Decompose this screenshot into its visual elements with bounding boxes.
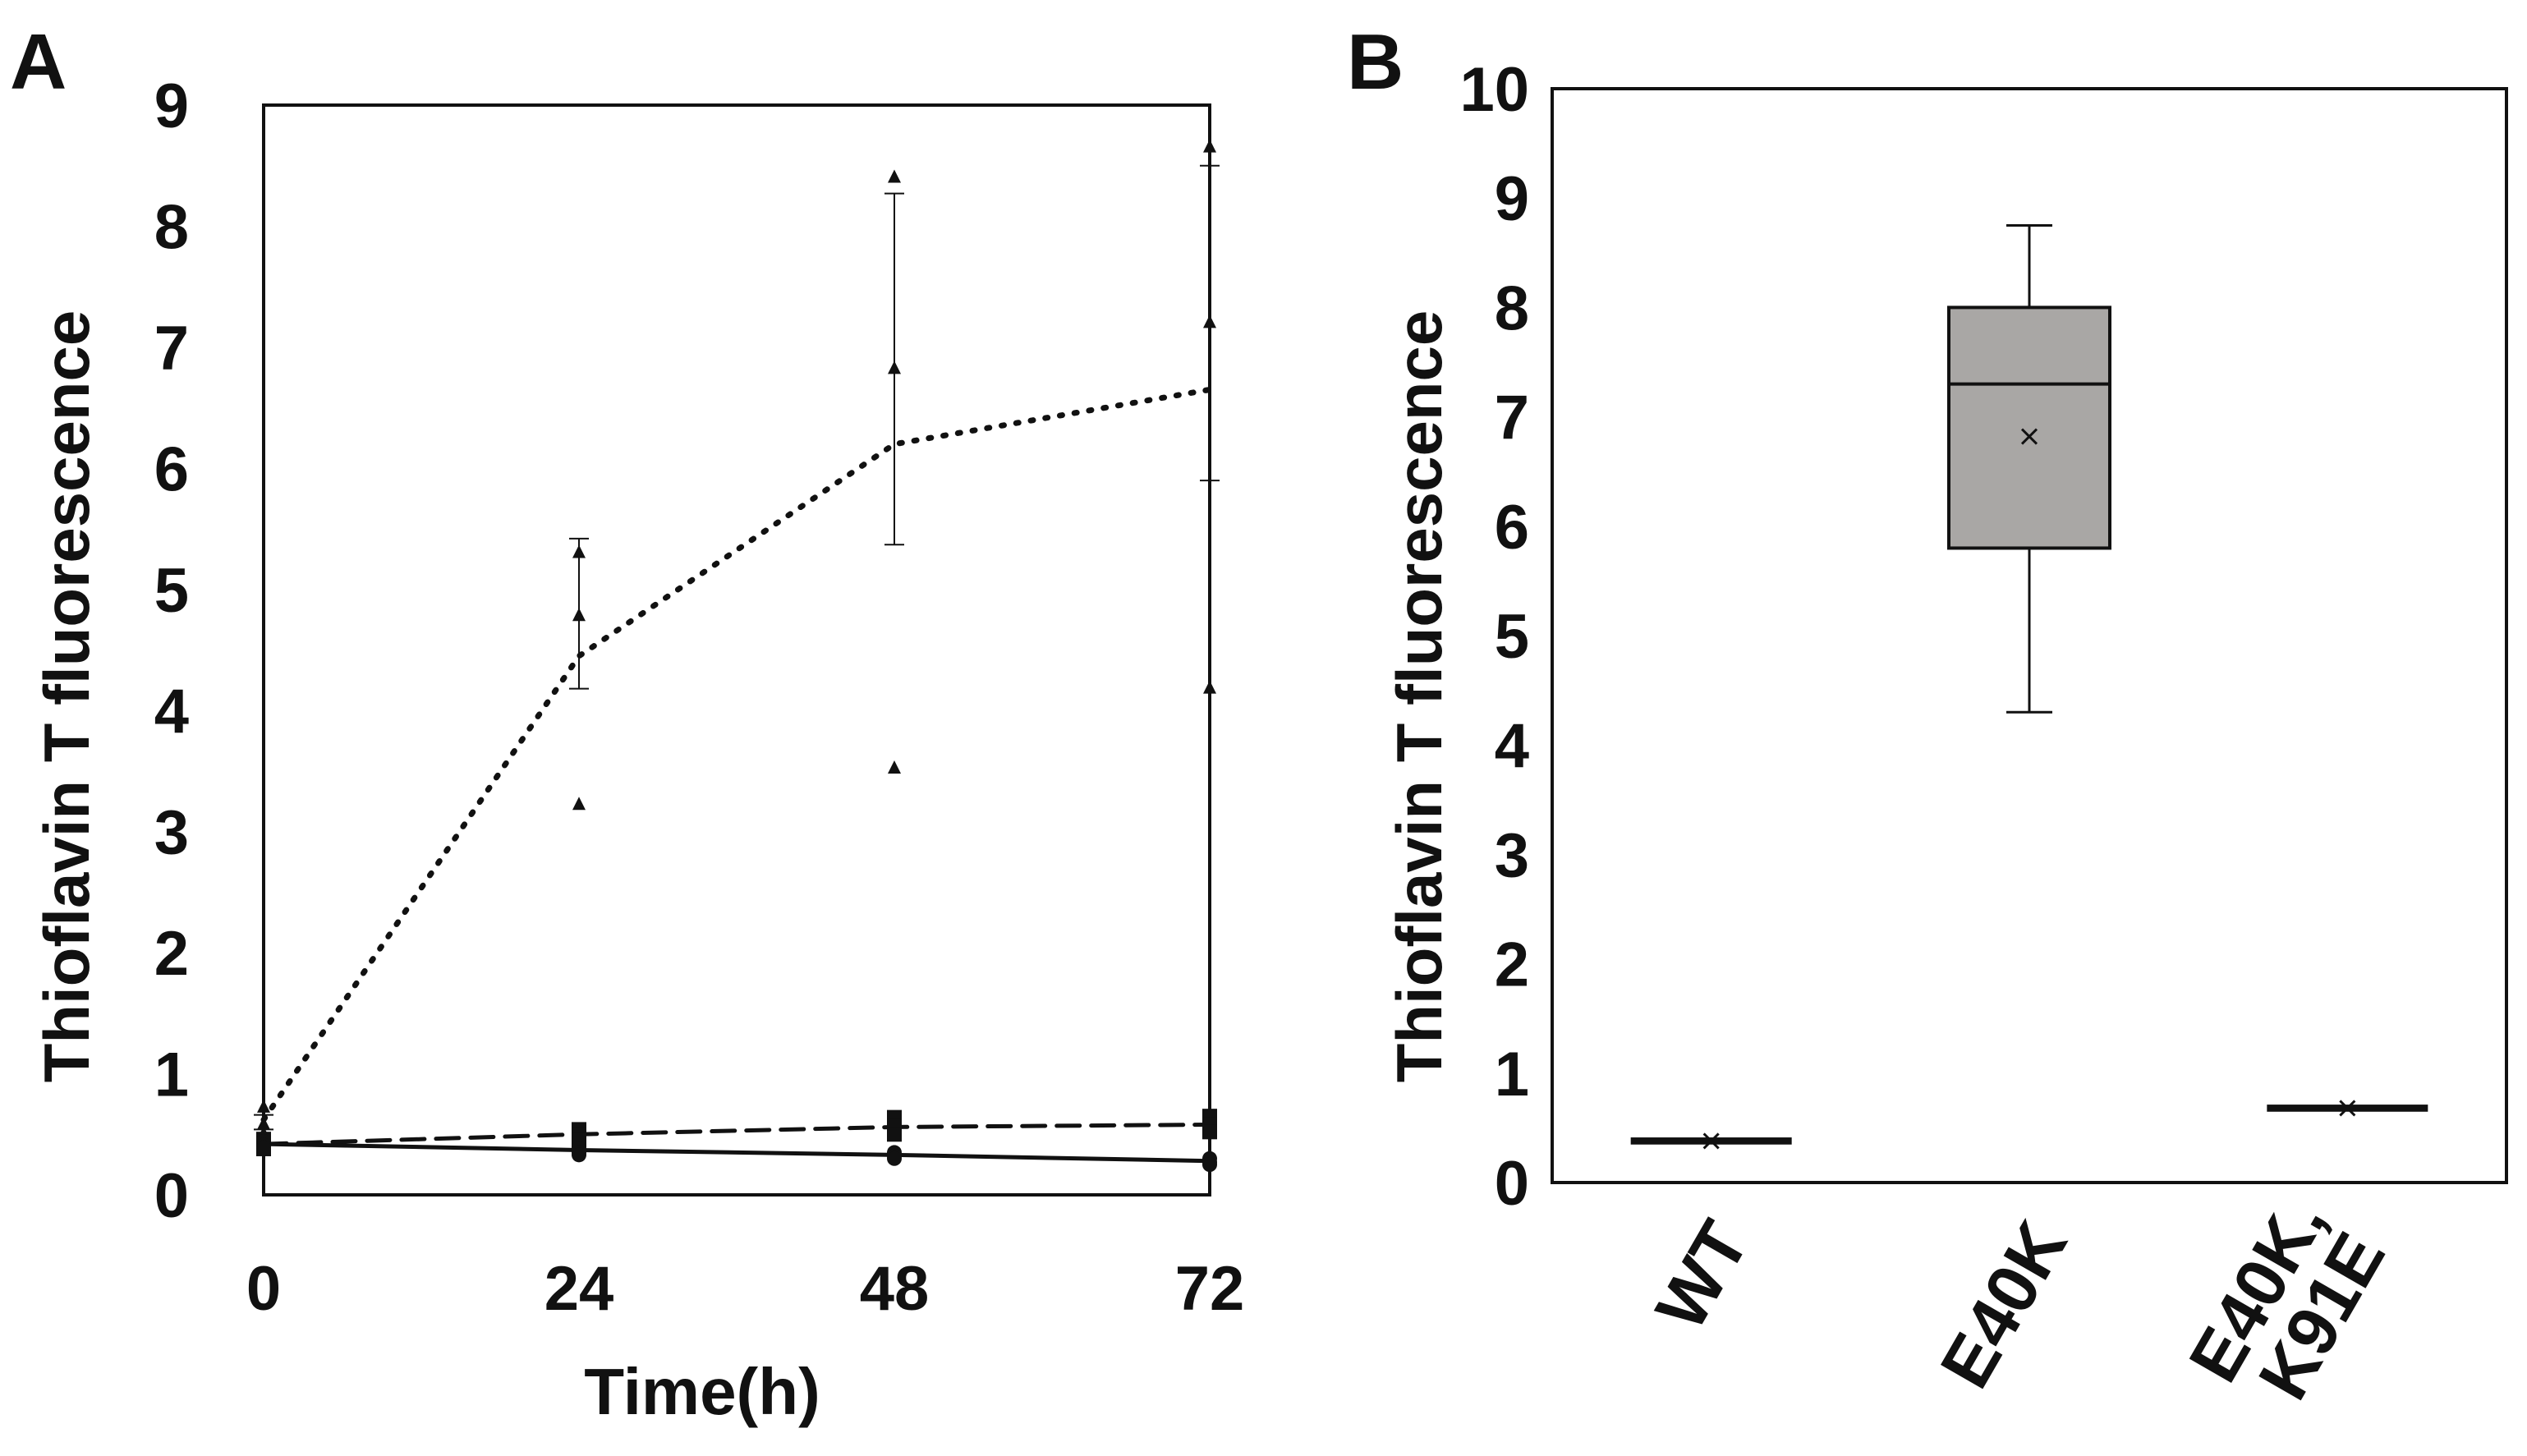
data-point-triangle bbox=[257, 1099, 270, 1113]
panel-b-y-tick-label: 6 bbox=[1495, 493, 1529, 563]
data-point-triangle bbox=[572, 608, 586, 622]
x-category-label: E40K bbox=[1926, 1209, 2083, 1401]
data-point-square bbox=[1202, 1124, 1217, 1140]
x-category-label: WT bbox=[1641, 1209, 1764, 1343]
panel-b-y-tick-label: 10 bbox=[1459, 55, 1529, 125]
panel-b-y-axis-label: Thioflavin T fluorescence bbox=[1383, 310, 1455, 1083]
panel-b-y-tick-label: 4 bbox=[1495, 711, 1529, 781]
panel-a-y-tick-label: 9 bbox=[154, 71, 189, 141]
panel-a-series bbox=[254, 139, 1220, 1173]
panel-a-y-tick-label: 8 bbox=[154, 192, 189, 262]
panel-a-y-tick-label: 0 bbox=[154, 1161, 189, 1231]
box-mean-marker bbox=[1702, 1132, 1720, 1150]
panel-b-y-tick-label: 9 bbox=[1495, 164, 1529, 234]
panel-a-y-tick-label: 5 bbox=[154, 556, 189, 626]
data-point-circle bbox=[256, 1140, 271, 1155]
data-point-circle bbox=[887, 1151, 902, 1166]
panel-a-label: A bbox=[10, 18, 67, 106]
series-line-wt bbox=[261, 1141, 1212, 1164]
series-e40k bbox=[254, 139, 1220, 1140]
panel-a: A 0 1 2 3 4 5 6 7 8 9 0 24 48 72 Thioflavin T fluore… bbox=[10, 18, 1244, 1428]
panel-a-x-tick-label: 72 bbox=[1175, 1254, 1245, 1324]
series-wt bbox=[256, 1134, 1217, 1173]
data-point-square bbox=[887, 1127, 902, 1142]
panel-b-y-tick-label: 2 bbox=[1495, 930, 1529, 1000]
box-wt bbox=[1630, 1132, 1792, 1150]
box-mean-marker bbox=[2339, 1100, 2356, 1117]
panel-a-x-tick-label: 0 bbox=[246, 1254, 281, 1324]
panel-a-y-ticks: 0 1 2 3 4 5 6 7 8 9 bbox=[154, 71, 189, 1231]
panel-a-x-ticks: 0 24 48 72 bbox=[246, 1254, 1244, 1324]
series-e40k-k91e bbox=[256, 1109, 1217, 1156]
panel-b-x-categories: WT E40K E40K,K91E bbox=[1641, 1186, 2401, 1430]
panel-a-plot-frame bbox=[262, 103, 1211, 1196]
panel-a-y-tick-label: 2 bbox=[154, 919, 189, 989]
data-point-triangle bbox=[572, 797, 586, 811]
series-line-e40k bbox=[260, 386, 1213, 1123]
data-point-triangle bbox=[888, 760, 901, 774]
x-category-line: E40K bbox=[1926, 1209, 2083, 1401]
panel-a-x-tick-label: 24 bbox=[544, 1254, 614, 1324]
panel-b-y-tick-label: 8 bbox=[1495, 273, 1529, 343]
panel-a-y-axis-label: Thioflavin T fluorescence bbox=[30, 310, 103, 1083]
panel-a-y-tick-label: 7 bbox=[154, 314, 189, 384]
data-point-triangle bbox=[1203, 315, 1216, 328]
box-e40k-k91e bbox=[2267, 1100, 2428, 1117]
panel-a-y-tick-label: 4 bbox=[154, 677, 189, 746]
panel-b-boxes bbox=[1630, 224, 2428, 1150]
panel-b-y-tick-label: 0 bbox=[1495, 1149, 1529, 1219]
x-category-line: WT bbox=[1641, 1209, 1764, 1343]
data-point-circle bbox=[1202, 1157, 1217, 1173]
data-point-triangle bbox=[1203, 139, 1216, 153]
panel-b: B 0 1 2 3 4 5 6 7 8 9 10 Thioflavin T fluorescence… bbox=[1347, 18, 2508, 1430]
panel-a-x-tick-label: 48 bbox=[860, 1254, 930, 1324]
panel-a-y-tick-label: 6 bbox=[154, 434, 189, 504]
panel-a-y-tick-label: 1 bbox=[154, 1040, 189, 1110]
data-point-triangle bbox=[1203, 680, 1216, 694]
panel-b-label: B bbox=[1347, 18, 1404, 106]
box-e40k bbox=[1947, 224, 2111, 714]
data-point-triangle bbox=[257, 1116, 270, 1130]
panel-b-y-tick-label: 5 bbox=[1495, 602, 1529, 672]
panel-b-plot-frame bbox=[1551, 87, 2508, 1184]
panel-b-y-ticks: 0 1 2 3 4 5 6 7 8 9 10 bbox=[1459, 55, 1529, 1219]
panel-b-y-tick-label: 7 bbox=[1495, 384, 1529, 453]
panel-b-y-tick-label: 3 bbox=[1495, 820, 1529, 890]
box-iqr bbox=[1947, 305, 2111, 550]
data-point-circle bbox=[572, 1147, 586, 1163]
panel-a-x-axis-label: Time(h) bbox=[584, 1355, 820, 1428]
data-point-triangle bbox=[572, 544, 586, 558]
panel-a-y-tick-label: 3 bbox=[154, 798, 189, 868]
data-point-triangle bbox=[888, 361, 901, 374]
data-point-triangle bbox=[888, 169, 901, 183]
panel-b-y-tick-label: 1 bbox=[1495, 1040, 1529, 1109]
x-category-label: E40K,K91E bbox=[2174, 1186, 2400, 1430]
box-mean-marker bbox=[2020, 428, 2038, 445]
series-line-e40k-k91e bbox=[261, 1122, 1212, 1146]
